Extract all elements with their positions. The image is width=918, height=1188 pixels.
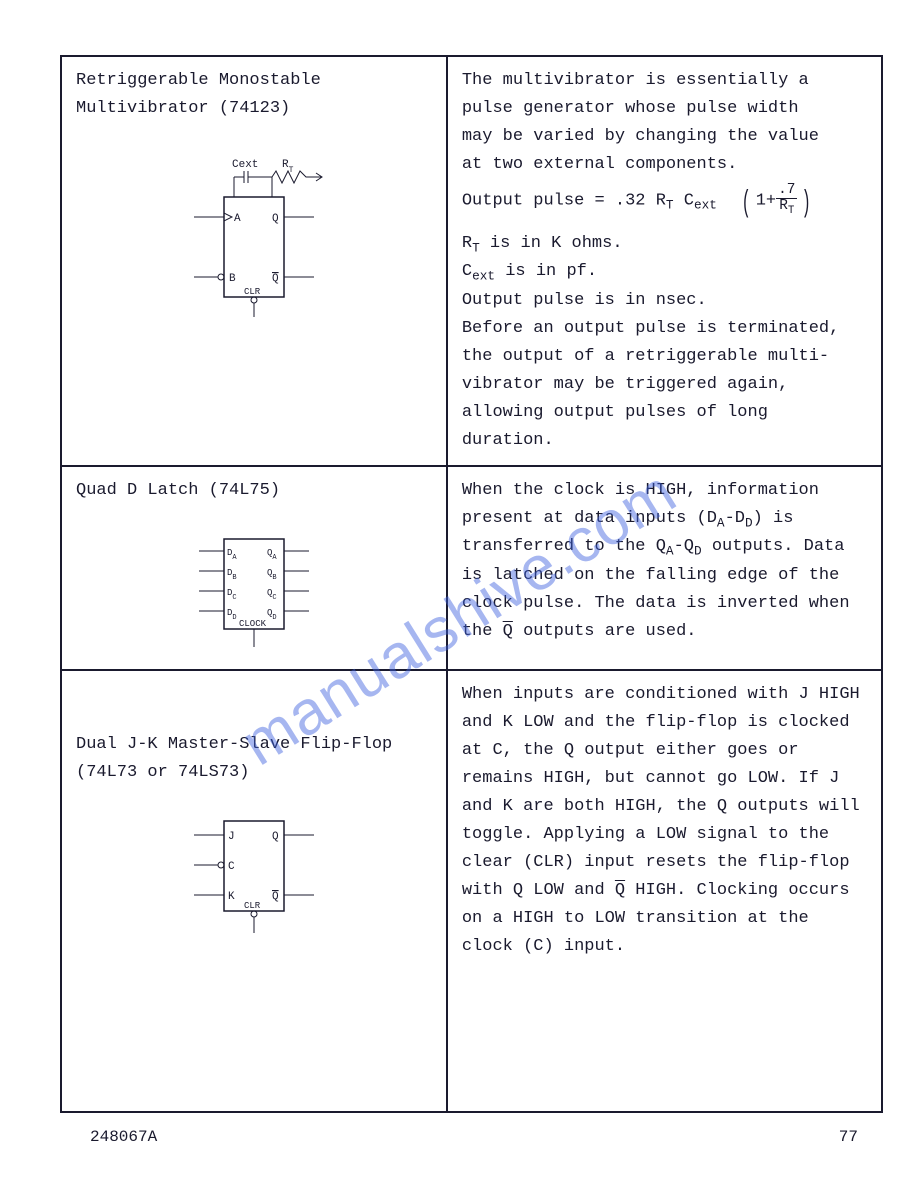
table-row: Quad D Latch (74L75) DA DB DC DD (61, 466, 882, 670)
cell-right: The multivibrator is essentially a pulse… (447, 56, 882, 466)
desc-line: Cext is in pf. (462, 258, 867, 286)
svg-text:QB: QB (267, 568, 277, 582)
svg-text:QA: QA (267, 548, 277, 562)
table-row: Retriggerable Monostable Multivibrator (… (61, 56, 882, 466)
desc-line: Output pulse is in nsec. (462, 287, 867, 315)
cell-right: When inputs are conditioned with J HIGH … (447, 670, 882, 1112)
desc-line: allowing output pulses of long (462, 399, 867, 427)
cell-left: Quad D Latch (74L75) DA DB DC DD (61, 466, 447, 670)
label-clr: CLR (244, 287, 261, 297)
svg-text:DC: DC (227, 588, 237, 602)
svg-text:K: K (228, 891, 235, 903)
diagram-74l75: DA DB DC DD QA QB QC QD CL (76, 519, 432, 659)
desc-line: duration. (462, 427, 867, 455)
desc-line: may be varied by changing the value (462, 123, 867, 151)
svg-text:Q: Q (272, 831, 279, 843)
formula: Output pulse = .32 RT Cext (1+.7RT) (462, 179, 867, 229)
svg-text:DD: DD (227, 608, 237, 622)
desc-line: Before an output pulse is terminated, (462, 315, 867, 343)
desc-line: vibrator may be triggered again, (462, 371, 867, 399)
label-a: A (234, 213, 241, 225)
desc-line: pulse generator whose pulse width (462, 95, 867, 123)
svg-text:C: C (228, 861, 235, 873)
diagram-74123: Cext RT A B (76, 137, 432, 337)
label-b: B (229, 273, 236, 285)
desc-line: the output of a retriggerable multi- (462, 343, 867, 371)
table-row: Dual J-K Master-Slave Flip-Flop (74L73 o… (61, 670, 882, 1112)
svg-text:QD: QD (267, 608, 277, 622)
desc-line: at two external components. (462, 151, 867, 179)
document-number: 248067A (90, 1128, 157, 1146)
cell-right: When the clock is HIGH, information pres… (447, 466, 882, 670)
svg-text:Q: Q (272, 891, 279, 903)
label-cext: Cext (232, 159, 258, 171)
desc-text: When the clock is HIGH, information pres… (462, 477, 867, 646)
svg-text:DB: DB (227, 568, 237, 582)
svg-text:CLR: CLR (244, 901, 261, 911)
svg-text:DA: DA (227, 548, 237, 562)
component-title: Retriggerable Monostable Multivibrator (… (76, 67, 432, 123)
svg-text:QC: QC (267, 588, 277, 602)
component-title: Dual J-K Master-Slave Flip-Flop (74L73 o… (76, 731, 432, 787)
desc-line: The multivibrator is essentially a (462, 67, 867, 95)
diagram-74l73: J C K Q Q (76, 801, 432, 951)
svg-text:J: J (228, 831, 235, 843)
desc-line: RT is in K ohms. (462, 230, 867, 258)
label-qbar: Q (272, 273, 279, 285)
label-clock: CLOCK (239, 619, 267, 629)
page-footer: 248067A 77 (90, 1128, 858, 1146)
page: manualshive.com Retriggerable Monostable… (0, 0, 918, 1188)
component-table: Retriggerable Monostable Multivibrator (… (60, 55, 883, 1113)
cell-left: Dual J-K Master-Slave Flip-Flop (74L73 o… (61, 670, 447, 1112)
cell-left: Retriggerable Monostable Multivibrator (… (61, 56, 447, 466)
desc-text: When inputs are conditioned with J HIGH … (462, 681, 867, 961)
label-q: Q (272, 213, 279, 225)
component-title: Quad D Latch (74L75) (76, 477, 432, 505)
label-rt: RT (282, 159, 294, 175)
page-number: 77 (839, 1128, 858, 1146)
